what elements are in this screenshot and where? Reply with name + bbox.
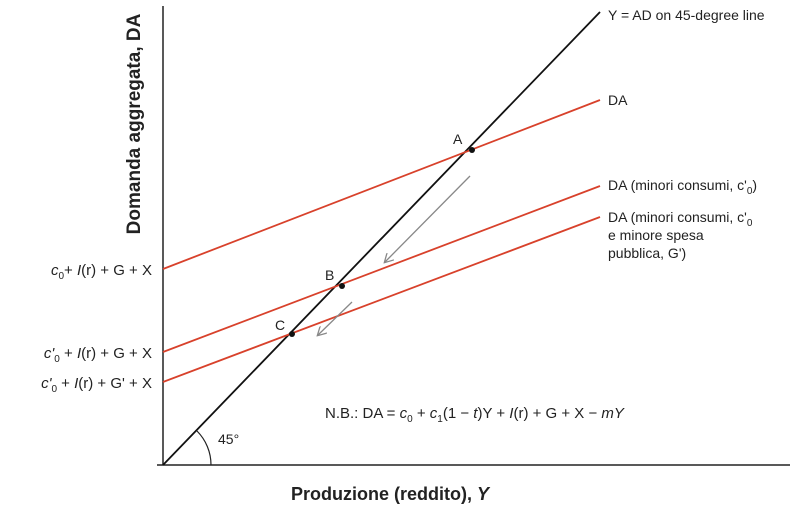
note-part: N.B.: DA = bbox=[325, 405, 400, 422]
point bbox=[339, 283, 345, 289]
line-label: DA (minori consumi, c'0) bbox=[608, 177, 757, 197]
note-sub: 0 bbox=[407, 414, 413, 425]
note-part: c bbox=[400, 405, 408, 422]
label-sub: 0 bbox=[747, 186, 753, 197]
note-sub: 1 bbox=[437, 414, 443, 425]
x-axis-label: Produzione (reddito), Y bbox=[291, 484, 491, 504]
label-part: c' bbox=[44, 345, 56, 362]
intercept-label: c'0 + I(r) + G' + X bbox=[41, 375, 152, 395]
note-part: mY bbox=[601, 405, 624, 422]
x-label-var: Y bbox=[477, 484, 491, 504]
label-sub: 0 bbox=[51, 384, 57, 395]
shift-arrow bbox=[385, 175, 471, 262]
note-part: t bbox=[473, 405, 478, 422]
label-part: + bbox=[57, 375, 74, 392]
angle-arc bbox=[196, 430, 212, 466]
note: N.B.: DA = c0 + c1(1 − t)Y + I(r) + G + … bbox=[325, 405, 625, 425]
label-part: + bbox=[64, 262, 77, 279]
label-sub: 0 bbox=[58, 271, 64, 282]
label-part: (r) + G + X bbox=[81, 345, 152, 362]
line-label: DA (minori consumi, c'0 bbox=[608, 209, 753, 229]
label-part: (r) + G' + X bbox=[78, 375, 152, 392]
x-label-text: Produzione (reddito), bbox=[291, 484, 477, 504]
label-sub: 0 bbox=[747, 218, 753, 229]
point-label: A bbox=[453, 131, 463, 147]
line-label: e minore spesa bbox=[608, 227, 704, 243]
y-axis-label: Domanda aggregata, DA bbox=[124, 13, 145, 234]
line-label: DA bbox=[608, 92, 628, 108]
label-sub: 0 bbox=[54, 354, 60, 365]
label-part: I bbox=[74, 375, 78, 392]
point bbox=[469, 147, 475, 153]
label-part: (r) + G + X bbox=[81, 262, 152, 279]
note-part: I bbox=[509, 405, 513, 422]
note-part: )Y + bbox=[477, 405, 509, 422]
point bbox=[289, 331, 295, 337]
note-part: (r) + G + X − bbox=[513, 405, 601, 422]
da-line bbox=[162, 185, 601, 353]
note-part: c bbox=[430, 405, 438, 422]
da-line bbox=[162, 99, 601, 270]
label-part: I bbox=[77, 262, 81, 279]
note-part: + bbox=[413, 405, 430, 422]
diagonal-line bbox=[162, 11, 601, 466]
intercept-label: c0+ I(r) + G + X bbox=[51, 262, 152, 282]
point-label: C bbox=[275, 317, 285, 333]
intercept-label: c'0 + I(r) + G + X bbox=[44, 345, 152, 365]
label-part: DA (minori consumi, c' bbox=[608, 177, 747, 193]
label-part: DA (minori consumi, c' bbox=[608, 209, 747, 225]
label-part: c' bbox=[41, 375, 53, 392]
point-label: B bbox=[325, 267, 334, 283]
label-part: ) bbox=[752, 177, 757, 193]
label-part: I bbox=[77, 345, 81, 362]
note-part: (1 − bbox=[443, 405, 473, 422]
line-label: pubblica, G') bbox=[608, 245, 686, 261]
label-part: c bbox=[51, 262, 59, 279]
shift-arrow bbox=[318, 301, 353, 335]
line-label: Y = AD on 45-degree line bbox=[608, 7, 765, 23]
da-line bbox=[162, 216, 601, 383]
label-part: + bbox=[60, 345, 77, 362]
angle-label: 45° bbox=[218, 431, 239, 447]
